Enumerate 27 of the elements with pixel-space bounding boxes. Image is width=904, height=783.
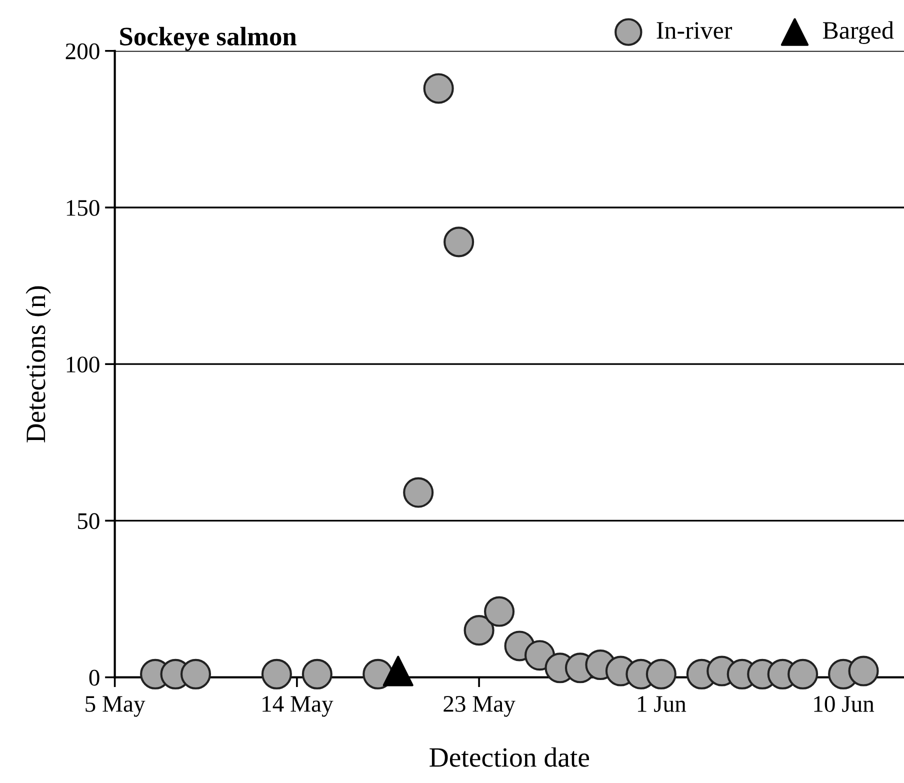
x-tick-label: 10 Jun <box>814 696 874 712</box>
x-tick-label: 23 May <box>444 696 516 717</box>
legend-label: In-river <box>656 22 732 39</box>
x-tick-label: 14 May <box>262 696 334 717</box>
point <box>646 658 676 690</box>
point <box>302 658 332 690</box>
legend-label: Barged <box>822 21 894 44</box>
x-tick-label: 1 Jun <box>638 696 686 712</box>
point <box>444 226 474 258</box>
point <box>403 477 434 508</box>
point <box>788 658 818 690</box>
y-tick-label: 100 <box>66 356 100 373</box>
point <box>180 658 212 690</box>
point <box>382 656 414 686</box>
point <box>848 656 879 686</box>
chart-title: Sockeye salmon <box>120 26 296 51</box>
x-tick-label: 5 May <box>86 696 146 717</box>
x-axis-title: Detection date <box>430 747 590 767</box>
point <box>464 615 494 646</box>
y-tick-label: 0 <box>89 670 100 686</box>
point <box>423 73 454 104</box>
y-tick-label: 50 <box>78 513 100 530</box>
y-tick-label: 150 <box>66 200 100 216</box>
point <box>261 658 292 690</box>
y-tick-label: 200 <box>66 43 100 60</box>
point <box>484 596 515 627</box>
y-axis-title: Detections (n) <box>26 286 51 442</box>
